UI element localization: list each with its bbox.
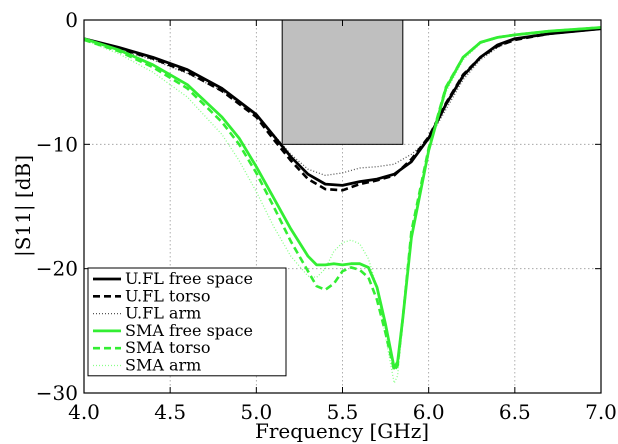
y-tick-label: −10 xyxy=(36,132,78,156)
x-tick-label: 6.5 xyxy=(499,400,531,424)
x-axis-label: Frequency [GHz] xyxy=(255,419,429,443)
y-tick-label: −20 xyxy=(36,257,78,281)
legend-label: U.FL torso xyxy=(125,286,210,305)
tick-marks xyxy=(83,19,602,394)
x-tick-label: 4.5 xyxy=(154,400,186,424)
x-tick-label: 4.0 xyxy=(68,400,100,424)
legend-box xyxy=(87,267,287,377)
series-line xyxy=(83,27,602,187)
y-tick-labels: 0 −10 −20 −30 xyxy=(36,8,78,405)
legend-label: SMA arm xyxy=(125,356,201,375)
legend-label: SMA free space xyxy=(125,321,253,340)
x-tick-label: 6.0 xyxy=(413,400,445,424)
x-tick-label: 5.5 xyxy=(327,400,359,424)
y-axis-label: |S11| [dB] xyxy=(11,155,36,257)
y-tick-label: −30 xyxy=(36,381,78,405)
x-tick-labels: 4.0 4.5 5.0 5.5 6.0 6.5 7.0 xyxy=(68,400,617,424)
series-lines xyxy=(83,26,602,384)
y-tick-label: 0 xyxy=(65,8,78,32)
legend-label: SMA torso xyxy=(125,338,211,357)
legend-label: U.FL free space xyxy=(125,269,253,288)
series-line xyxy=(83,26,602,370)
series-line xyxy=(83,28,602,177)
x-tick-label: 5.0 xyxy=(240,400,272,424)
x-tick-label: 7.0 xyxy=(585,400,617,424)
legend-label: U.FL arm xyxy=(125,304,201,323)
shaded-band-region xyxy=(281,19,404,145)
